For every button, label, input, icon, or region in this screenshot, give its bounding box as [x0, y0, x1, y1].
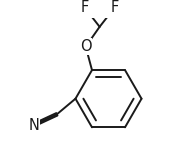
Text: F: F — [110, 0, 119, 15]
Text: O: O — [80, 39, 92, 54]
Text: N: N — [28, 118, 39, 133]
Text: F: F — [81, 0, 89, 15]
